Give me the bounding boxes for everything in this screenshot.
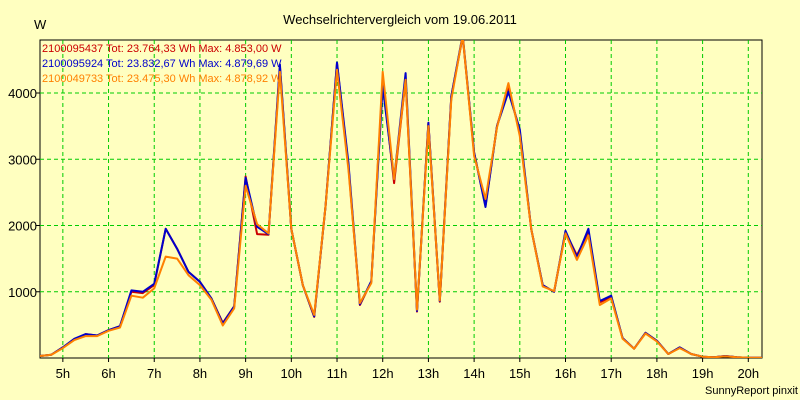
- x-tick-label: 11h: [327, 366, 348, 381]
- y-tick-label: 2000: [8, 219, 37, 234]
- x-tick-label: 15h: [509, 366, 531, 381]
- x-tick-label: 6h: [101, 366, 115, 381]
- x-tick-label: 14h: [463, 366, 485, 381]
- x-tick-label: 8h: [193, 366, 207, 381]
- legend-entry-2100049733: 2100049733 Tot: 23.475,30 Wh Max: 4.878,…: [42, 73, 282, 85]
- x-tick-label: 7h: [147, 366, 161, 381]
- y-tick-label: 3000: [8, 152, 37, 167]
- x-tick-label: 5h: [56, 366, 70, 381]
- grid: [40, 40, 762, 358]
- x-tick-label: 13h: [418, 366, 440, 381]
- series-line-2100049733: [40, 40, 762, 358]
- y-tick-label: 1000: [8, 285, 37, 300]
- x-tick-label: 10h: [280, 366, 302, 381]
- x-tick-label: 18h: [646, 366, 668, 381]
- x-tick-label: 20h: [737, 366, 759, 381]
- chart-title: Wechselrichtervergleich vom 19.06.2011: [283, 12, 517, 27]
- x-tick-label: 12h: [372, 366, 394, 381]
- x-tick-label: 16h: [555, 366, 577, 381]
- legend-entry-2100095924: 2100095924 Tot: 23.832,67 Wh Max: 4.879,…: [42, 58, 282, 70]
- x-tick-label: 19h: [692, 366, 714, 381]
- x-tick-label: 17h: [600, 366, 622, 381]
- y-axis-label: W: [34, 17, 47, 32]
- footer-credit: SunnyReport pinxit: [705, 385, 798, 397]
- y-tick-label: 4000: [8, 86, 37, 101]
- plot-area: [39, 39, 763, 359]
- x-tick-label: 9h: [238, 366, 252, 381]
- legend-entry-2100095437: 2100095437 Tot: 23.764,33 Wh Max: 4.853,…: [42, 43, 282, 55]
